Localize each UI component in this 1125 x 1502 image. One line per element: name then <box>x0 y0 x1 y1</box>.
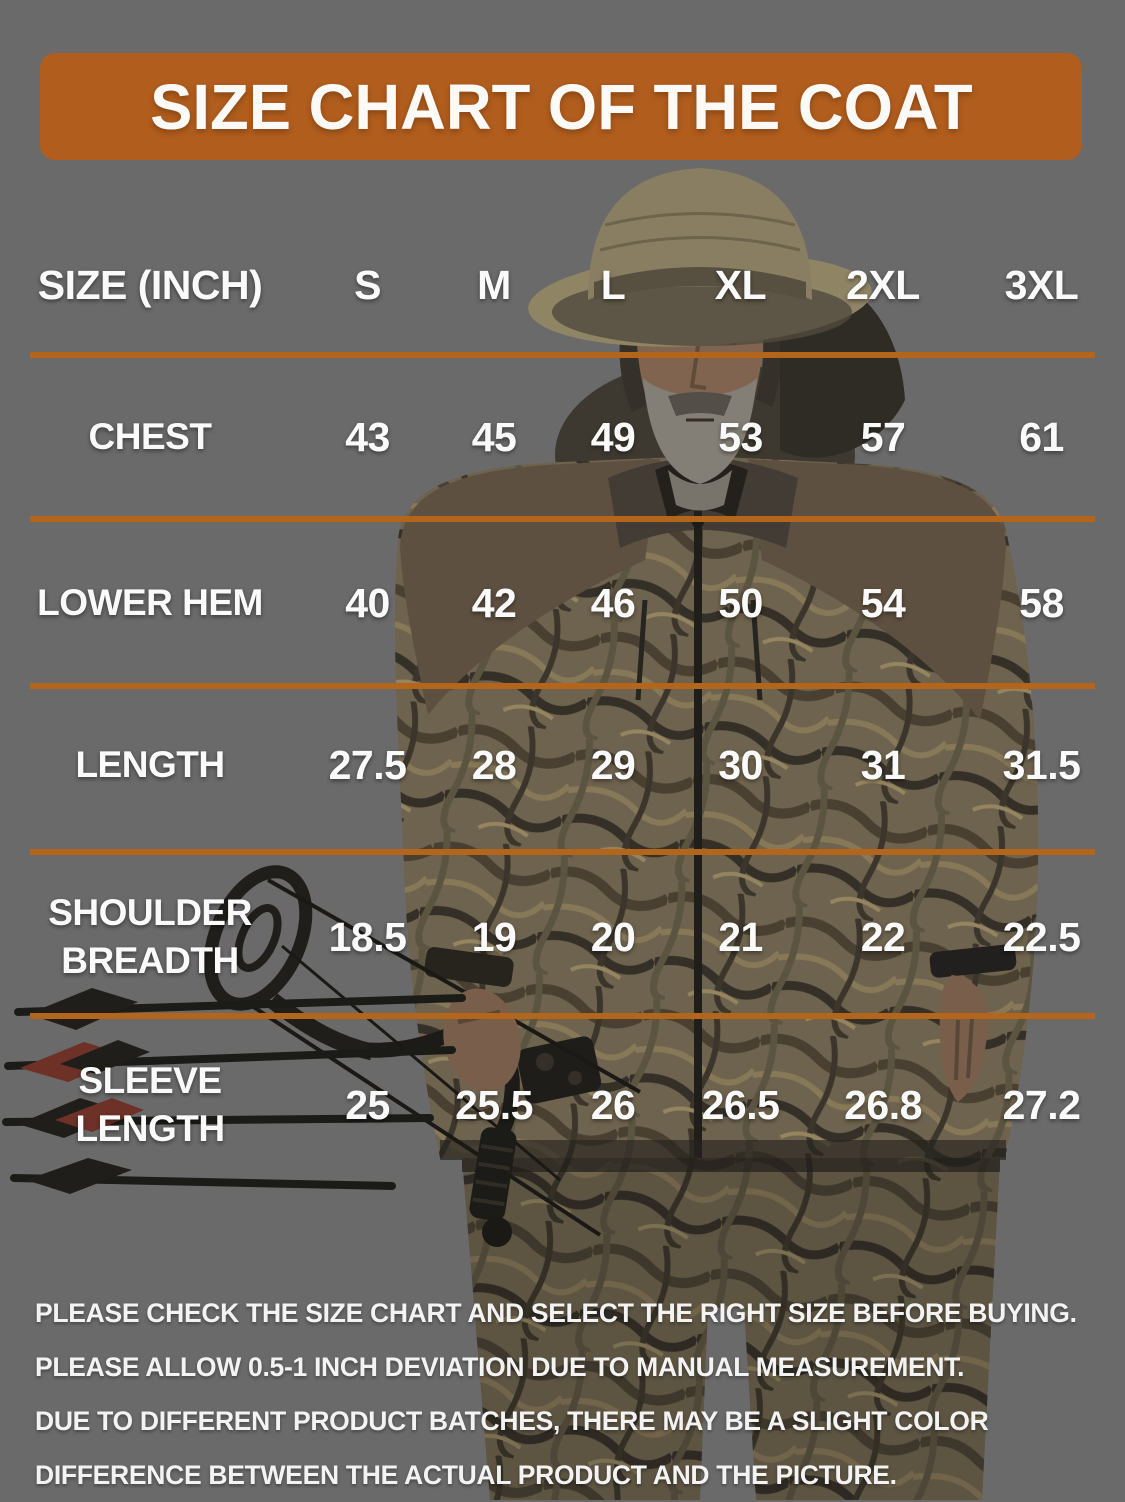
size-value: 45 <box>471 413 517 460</box>
size-col-l: L <box>600 261 626 308</box>
size-value: 54 <box>860 579 906 626</box>
size-value: 22 <box>860 913 906 960</box>
size-value: 30 <box>718 741 763 788</box>
size-value: 25.5 <box>455 1081 533 1128</box>
size-value: 61 <box>1019 413 1064 460</box>
size-value: 27.5 <box>328 741 407 788</box>
row-divider <box>30 683 1095 689</box>
size-col-xl: XL <box>714 261 767 308</box>
row-label: LOWER HEM <box>37 582 263 623</box>
row-divider <box>30 1013 1095 1019</box>
row-label: CHEST <box>88 416 212 457</box>
size-col-3xl: 3XL <box>1004 261 1079 308</box>
camo-pants <box>462 1158 1000 1500</box>
size-col-2xl: 2XL <box>846 261 920 308</box>
row-divider <box>30 849 1095 855</box>
size-value: 25 <box>345 1081 390 1128</box>
size-value: 31.5 <box>1002 741 1081 788</box>
hunter-figure <box>394 360 1039 1500</box>
table-row-length: LENGTH 27.5 28 29 30 31 31.5 <box>0 718 1125 812</box>
size-value: 58 <box>1019 579 1064 626</box>
size-value: 43 <box>345 413 390 460</box>
size-value: 26.8 <box>844 1081 922 1128</box>
size-value: 49 <box>590 413 636 460</box>
size-value: 46 <box>590 579 636 626</box>
table-row-lower-hem: LOWER HEM 40 42 46 50 54 58 <box>0 556 1125 650</box>
table-row-sleeve-length: SLEEVE LENGTH 25 25.5 26 26.5 26.8 27.2 <box>0 1052 1125 1158</box>
size-value: 42 <box>471 579 517 626</box>
row-label: LENGTH <box>75 744 225 785</box>
straw-hat <box>528 168 872 347</box>
size-value: 31 <box>860 741 906 788</box>
page-title: SIZE CHART OF THE COAT <box>149 70 973 143</box>
note-line: DIFFERENCE BETWEEN THE ACTUAL PRODUCT AN… <box>35 1460 897 1490</box>
title-banner: SIZE CHART OF THE COAT <box>40 53 1082 160</box>
size-value: 26.5 <box>701 1081 780 1128</box>
arrows <box>2 988 466 1194</box>
table-row-chest: CHEST 43 45 49 53 57 61 <box>0 390 1125 484</box>
size-unit-header: SIZE (INCH) <box>37 261 263 308</box>
size-value: 27.2 <box>1002 1081 1081 1128</box>
size-value: 50 <box>718 579 763 626</box>
row-divider <box>30 516 1095 522</box>
size-value: 19 <box>471 913 517 960</box>
size-col-m: M <box>477 261 511 308</box>
size-value: 18.5 <box>328 913 407 960</box>
row-label: SLEEVE LENGTH <box>75 1060 225 1149</box>
table-row-shoulder-breadth: SHOULDER BREADTH 18.5 19 20 21 22 22.5 <box>0 884 1125 990</box>
disclaimer-notes: PLEASE CHECK THE SIZE CHART AND SELECT T… <box>35 1286 1110 1502</box>
note-line: PLEASE ALLOW 0.5-1 INCH DEVIATION DUE TO… <box>35 1352 965 1382</box>
table-header-row: SIZE (INCH) S M L XL 2XL 3XL <box>0 238 1125 332</box>
wrist-band <box>929 944 1017 978</box>
size-value: 26 <box>590 1081 636 1128</box>
size-value: 20 <box>590 913 636 960</box>
size-col-s: S <box>354 261 381 308</box>
size-value: 40 <box>345 579 390 626</box>
size-value: 21 <box>718 913 763 960</box>
note-line: DUE TO DIFFERENT PRODUCT BATCHES, THERE … <box>35 1406 989 1436</box>
size-value: 53 <box>718 413 763 460</box>
size-value: 57 <box>860 413 906 460</box>
size-value: 29 <box>590 741 636 788</box>
size-value: 28 <box>471 741 517 788</box>
row-divider <box>30 352 1095 358</box>
size-value: 22.5 <box>1002 913 1081 960</box>
row-label: SHOULDER BREADTH <box>48 892 252 981</box>
note-line: PLEASE CHECK THE SIZE CHART AND SELECT T… <box>35 1298 1077 1328</box>
camo-coat <box>394 456 1039 1158</box>
